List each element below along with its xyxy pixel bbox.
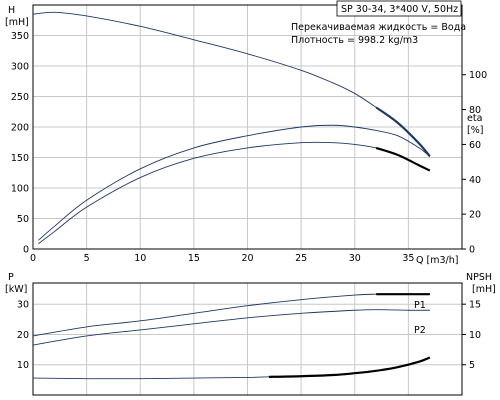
upper-left-tick-label: 200 xyxy=(11,123,29,134)
upper-left-axis-label-line1: H xyxy=(8,5,15,16)
upper-left-axis-label-line2: [mH] xyxy=(5,17,29,28)
x-tick-label: 0 xyxy=(30,253,36,264)
upper-right-axis-label-line2: [%] xyxy=(467,125,483,136)
lower-right-tick-label: 5 xyxy=(469,360,475,371)
lower-left-tick-label: 30 xyxy=(17,300,29,311)
lower-curve-3 xyxy=(32,357,431,380)
upper-left-tick-label: 0 xyxy=(23,245,29,256)
density-annotation: Плотность = 998.2 kg/m3 xyxy=(291,35,418,46)
x-tick-label: 35 xyxy=(402,253,414,264)
lower-right-tick-label: 15 xyxy=(469,300,481,311)
upper-left-tick-label: 300 xyxy=(11,62,29,73)
lower-left-tick-label: 20 xyxy=(17,330,29,341)
lower-curves xyxy=(32,293,431,380)
title-box xyxy=(336,0,462,17)
upper-right-axis-label-line1: eta xyxy=(467,113,482,124)
upper-curve-3-operating-range xyxy=(375,146,431,172)
fluid-annotation: Перекачиваемая жидкость = Вода xyxy=(291,22,466,33)
x-tick-label: 5 xyxy=(84,253,90,264)
series-label-p2: P2 xyxy=(414,325,426,336)
upper-right-tick-label: 80 xyxy=(469,105,481,116)
lower-plot-frame xyxy=(32,282,463,396)
upper-tick-labels: 0 50 100 150 200 250 300 350 0 20 40 60 80 100 0 5 10 15 2… xyxy=(11,31,487,264)
upper-right-tick-label: 20 xyxy=(469,210,481,221)
lower-left-tick-label: 10 xyxy=(17,360,29,371)
lower-curve-3-operating-range xyxy=(268,356,431,378)
lower-left-axis-label-line2: [kW] xyxy=(5,284,27,295)
x-tick-label: 20 xyxy=(241,253,253,264)
upper-right-tick-label: 0 xyxy=(469,245,475,256)
upper-right-tick-label: 100 xyxy=(469,70,487,81)
upper-right-tick-label: 60 xyxy=(469,140,481,151)
x-axis-label: Q [m3/h] xyxy=(416,255,458,266)
upper-left-tick-label: 250 xyxy=(11,92,29,103)
lower-right-axis-label-line1: NPSH xyxy=(466,272,492,283)
series-label-p1: P1 xyxy=(414,300,426,311)
upper-left-tick-label: 350 xyxy=(11,31,29,42)
lower-curve-1 xyxy=(32,293,430,337)
upper-left-tick-label: 50 xyxy=(17,214,29,225)
upper-curve-1-operating-range xyxy=(375,106,431,157)
lower-curve-2 xyxy=(32,309,430,346)
lower-right-tick-label: 10 xyxy=(469,330,481,341)
upper-right-tick-label: 40 xyxy=(469,175,481,186)
lower-tick-labels: 10 20 30 5 10 15 xyxy=(17,300,481,372)
lower-left-axis-label-line1: P xyxy=(8,272,14,283)
x-tick-label: 30 xyxy=(349,253,361,264)
upper-plot-frame xyxy=(32,4,463,250)
upper-curve-1 xyxy=(32,11,431,157)
upper-curve-2 xyxy=(38,124,431,241)
upper-left-tick-label: 100 xyxy=(11,184,29,195)
upper-left-tick-label: 150 xyxy=(11,153,29,164)
x-tick-label: 25 xyxy=(295,253,307,264)
lower-right-axis-label-line2: [mH] xyxy=(472,284,496,295)
x-tick-label: 10 xyxy=(134,253,146,264)
lower-gridlines xyxy=(33,283,462,395)
chart-title: SP 30-34, 3*400 V, 50Hz xyxy=(341,4,458,15)
x-tick-label: 15 xyxy=(188,253,200,264)
upper-curves xyxy=(32,11,431,245)
